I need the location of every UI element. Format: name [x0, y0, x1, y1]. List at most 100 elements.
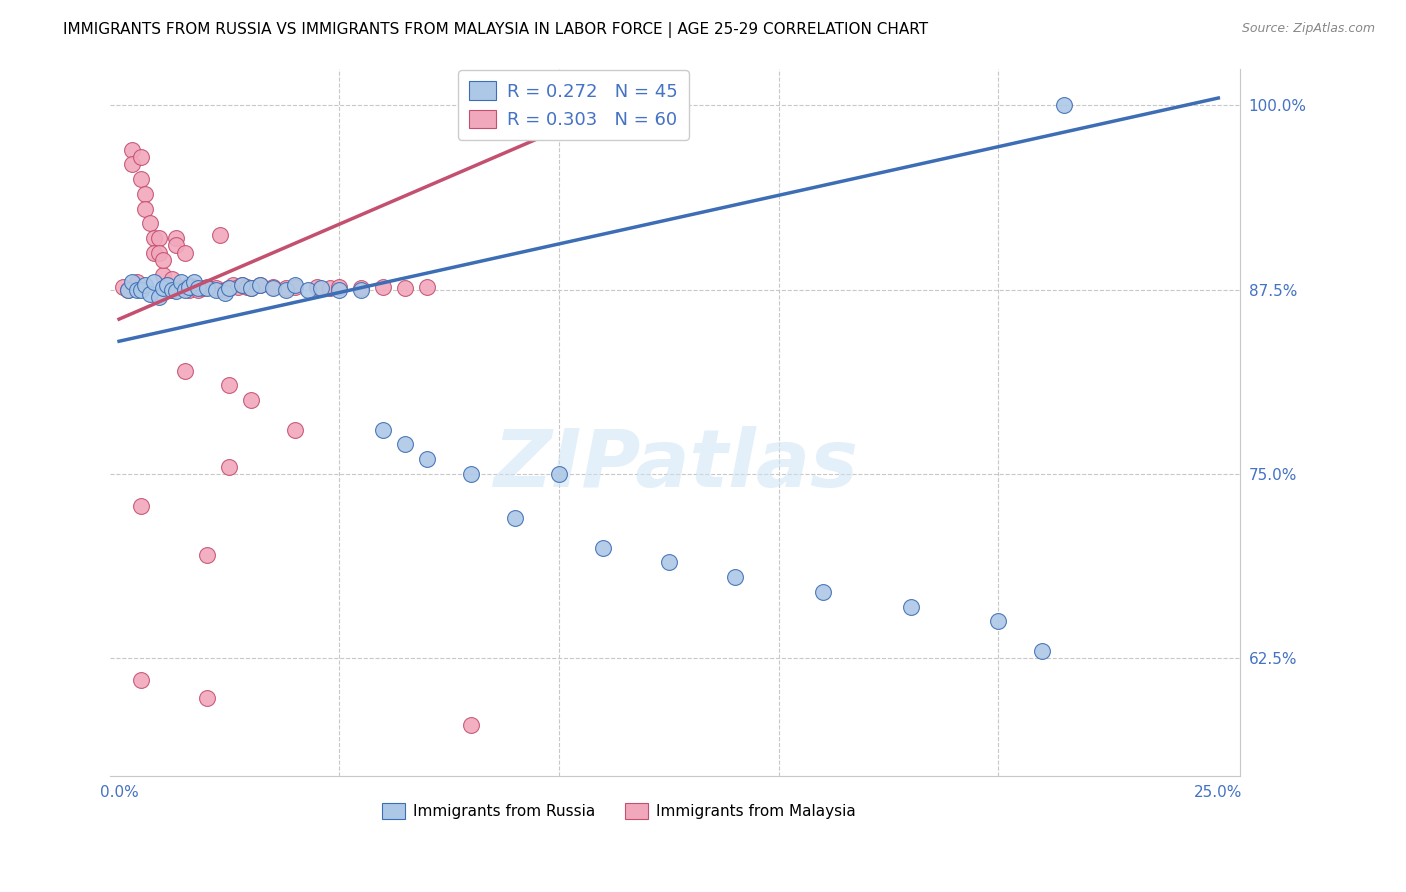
Point — [195, 548, 218, 562]
Point — [460, 717, 482, 731]
Point — [187, 283, 209, 297]
Point — [249, 278, 271, 293]
Point — [191, 281, 214, 295]
Point — [371, 279, 394, 293]
Point — [134, 202, 156, 216]
Point — [658, 555, 681, 569]
Point — [156, 278, 179, 293]
Point — [179, 279, 201, 293]
Point — [214, 283, 236, 297]
Point — [239, 281, 262, 295]
Point — [284, 278, 307, 293]
Point — [222, 278, 245, 293]
Point — [1031, 644, 1053, 658]
Point — [371, 423, 394, 437]
Point — [139, 287, 162, 301]
Point — [1053, 98, 1076, 112]
Point — [117, 283, 139, 297]
Point — [129, 150, 152, 164]
Point — [297, 283, 319, 297]
Point — [160, 283, 183, 297]
Point — [547, 467, 569, 481]
Point — [394, 281, 416, 295]
Point — [174, 245, 197, 260]
Point — [121, 143, 143, 157]
Point — [204, 283, 226, 297]
Point — [249, 278, 271, 293]
Point — [724, 570, 747, 584]
Point — [152, 281, 174, 295]
Point — [165, 284, 187, 298]
Point — [160, 272, 183, 286]
Point — [179, 278, 201, 293]
Point — [592, 541, 614, 555]
Point — [143, 245, 166, 260]
Point — [239, 281, 262, 295]
Point — [129, 673, 152, 688]
Point — [112, 279, 135, 293]
Point — [139, 216, 162, 230]
Point — [987, 615, 1010, 629]
Point — [503, 511, 526, 525]
Point — [121, 157, 143, 171]
Point — [129, 283, 152, 297]
Point — [311, 281, 333, 295]
Point — [125, 283, 148, 297]
Point — [152, 268, 174, 282]
Point — [214, 285, 236, 300]
Point — [121, 275, 143, 289]
Point — [134, 186, 156, 201]
Point — [226, 279, 249, 293]
Point — [209, 228, 232, 243]
Point — [218, 281, 240, 295]
Point — [350, 281, 373, 295]
Point — [195, 279, 218, 293]
Point — [183, 275, 205, 289]
Point — [195, 691, 218, 706]
Text: IMMIGRANTS FROM RUSSIA VS IMMIGRANTS FROM MALAYSIA IN LABOR FORCE | AGE 25-29 CO: IMMIGRANTS FROM RUSSIA VS IMMIGRANTS FRO… — [63, 22, 928, 38]
Point — [218, 378, 240, 392]
Point — [165, 238, 187, 252]
Point — [174, 281, 197, 295]
Point — [187, 281, 209, 295]
Point — [319, 281, 342, 295]
Point — [169, 275, 191, 289]
Point — [129, 172, 152, 186]
Point — [143, 231, 166, 245]
Point — [235, 279, 257, 293]
Point — [284, 423, 307, 437]
Point — [160, 283, 183, 297]
Point — [148, 231, 170, 245]
Point — [152, 253, 174, 268]
Point — [134, 278, 156, 293]
Point — [262, 279, 284, 293]
Point — [125, 275, 148, 289]
Point — [416, 452, 439, 467]
Point — [129, 500, 152, 514]
Point — [284, 279, 307, 293]
Text: ZIPatlas: ZIPatlas — [492, 425, 858, 504]
Point — [174, 283, 197, 297]
Point — [148, 245, 170, 260]
Point — [350, 283, 373, 297]
Point — [276, 281, 298, 295]
Point — [900, 599, 922, 614]
Point — [262, 281, 284, 295]
Point — [231, 278, 253, 293]
Legend: Immigrants from Russia, Immigrants from Malaysia: Immigrants from Russia, Immigrants from … — [375, 797, 862, 825]
Point — [117, 283, 139, 297]
Point — [328, 279, 350, 293]
Point — [169, 281, 191, 295]
Point — [148, 290, 170, 304]
Point — [204, 281, 226, 295]
Point — [183, 279, 205, 293]
Point — [165, 231, 187, 245]
Point — [239, 393, 262, 408]
Point — [305, 279, 328, 293]
Point — [174, 364, 197, 378]
Point — [179, 283, 201, 297]
Text: Source: ZipAtlas.com: Source: ZipAtlas.com — [1241, 22, 1375, 36]
Point — [394, 437, 416, 451]
Point — [218, 281, 240, 295]
Point — [231, 278, 253, 293]
